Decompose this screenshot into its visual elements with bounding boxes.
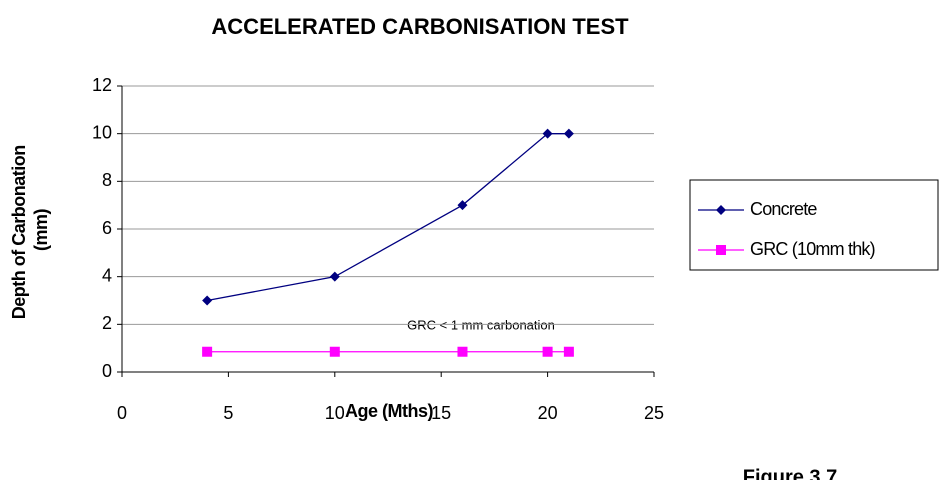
legend-label: Concrete xyxy=(750,199,817,219)
marker xyxy=(542,346,553,357)
x-tick-label: 15 xyxy=(431,403,451,423)
y-axis-label-line: Depth of Carbonation xyxy=(9,145,29,319)
x-tick-label: 5 xyxy=(223,403,233,423)
marker xyxy=(563,346,574,357)
marker xyxy=(329,346,340,357)
x-tick-label: 0 xyxy=(117,403,127,423)
marker xyxy=(457,346,468,357)
legend-marker xyxy=(716,205,726,215)
series-line xyxy=(207,133,569,302)
y-axis-label: Depth of Carbonation (mm) xyxy=(9,141,51,320)
y-tick-label: 6 xyxy=(102,218,112,238)
legend-marker xyxy=(716,245,726,255)
annotation: GRC < 1 mm carbonation xyxy=(407,317,555,332)
legend-label: GRC (10mm thk) xyxy=(750,239,875,259)
y-tick-label: 4 xyxy=(102,265,112,285)
y-tick-label: 0 xyxy=(102,361,112,381)
marker xyxy=(202,346,213,357)
legend-box xyxy=(689,179,939,271)
x-axis-label: Age (Mths) xyxy=(345,401,433,421)
y-axis-label-line: (mm) xyxy=(31,208,51,251)
marker xyxy=(202,295,213,306)
x-tick-label: 20 xyxy=(538,403,558,423)
marker xyxy=(457,200,468,211)
x-tick-label: 25 xyxy=(644,403,664,423)
y-tick-label: 8 xyxy=(102,170,112,190)
figure-label: Figure 3.7 xyxy=(743,466,837,480)
marker xyxy=(329,271,340,282)
chart-title: ACCELERATED CARBONISATION TEST xyxy=(211,14,629,39)
y-tick-label: 2 xyxy=(102,313,112,333)
y-tick-label: 10 xyxy=(92,122,112,142)
y-tick-label: 12 xyxy=(92,75,112,95)
marker xyxy=(542,128,553,139)
marker xyxy=(563,128,574,139)
x-tick-label: 10 xyxy=(325,403,345,423)
